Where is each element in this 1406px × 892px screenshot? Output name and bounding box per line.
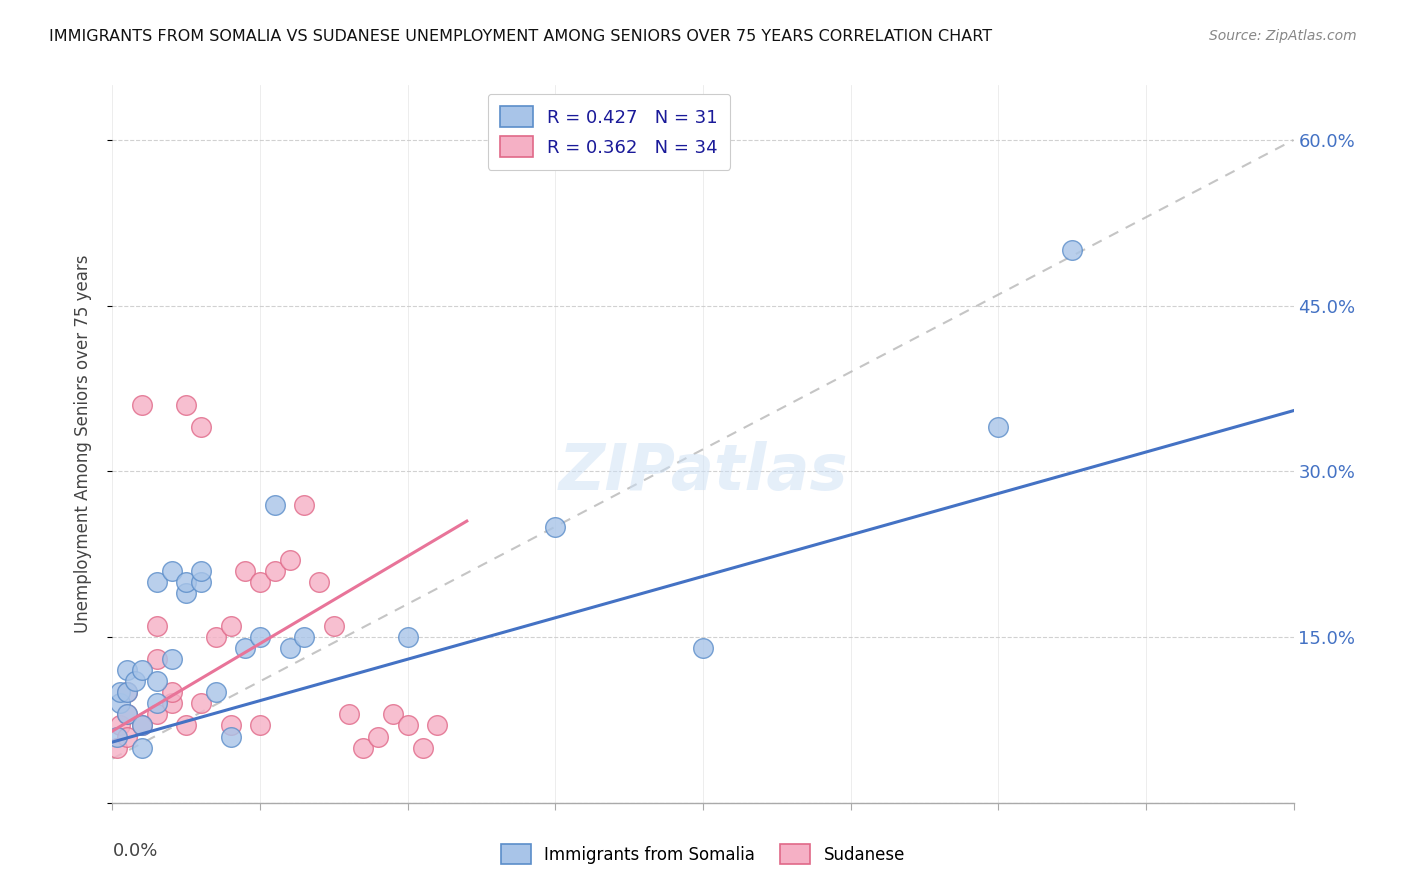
Point	[146, 707, 169, 722]
Text: IMMIGRANTS FROM SOMALIA VS SUDANESE UNEMPLOYMENT AMONG SENIORS OVER 75 YEARS COR: IMMIGRANTS FROM SOMALIA VS SUDANESE UNEM…	[49, 29, 993, 44]
Y-axis label: Unemployment Among Seniors over 75 years: Unemployment Among Seniors over 75 years	[73, 254, 91, 633]
Point	[323, 619, 346, 633]
Point	[382, 707, 405, 722]
Point	[105, 740, 128, 755]
Point	[160, 652, 183, 666]
Point	[264, 498, 287, 512]
Point	[146, 574, 169, 589]
Point	[108, 697, 131, 711]
Point	[131, 398, 153, 412]
Point	[174, 586, 197, 600]
Point	[337, 707, 360, 722]
Point	[146, 652, 169, 666]
Point	[117, 685, 138, 699]
Point	[544, 519, 567, 533]
Text: 0.0%: 0.0%	[112, 842, 157, 860]
Point	[987, 420, 1010, 434]
Point	[249, 574, 271, 589]
Point	[174, 398, 197, 412]
Point	[233, 641, 256, 656]
Point	[174, 718, 197, 732]
Point	[692, 641, 714, 656]
Point	[308, 574, 330, 589]
Point	[160, 697, 183, 711]
Point	[219, 718, 242, 732]
Point	[396, 630, 419, 644]
Legend: R = 0.427   N = 31, R = 0.362   N = 34: R = 0.427 N = 31, R = 0.362 N = 34	[488, 94, 731, 169]
Text: ZIPatlas: ZIPatlas	[558, 442, 848, 503]
Point	[117, 730, 138, 744]
Point	[117, 663, 138, 677]
Point	[105, 730, 128, 744]
Point	[146, 619, 169, 633]
Point	[131, 740, 153, 755]
Point	[1062, 244, 1084, 258]
Point	[131, 718, 153, 732]
Point	[117, 707, 138, 722]
Point	[108, 685, 131, 699]
Text: Source: ZipAtlas.com: Source: ZipAtlas.com	[1209, 29, 1357, 43]
Point	[412, 740, 434, 755]
Point	[367, 730, 389, 744]
Point	[190, 697, 212, 711]
Point	[131, 663, 153, 677]
Point	[117, 685, 138, 699]
Point	[396, 718, 419, 732]
Point	[205, 685, 228, 699]
Point	[264, 564, 287, 578]
Point	[352, 740, 374, 755]
Point	[124, 674, 146, 689]
Point	[160, 564, 183, 578]
Point	[117, 707, 138, 722]
Point	[292, 630, 315, 644]
Point	[190, 574, 212, 589]
Point	[249, 630, 271, 644]
Point	[249, 718, 271, 732]
Point	[219, 619, 242, 633]
Point	[190, 564, 212, 578]
Point	[292, 498, 315, 512]
Point	[233, 564, 256, 578]
Point	[278, 641, 301, 656]
Point	[146, 674, 169, 689]
Point	[174, 574, 197, 589]
Point	[160, 685, 183, 699]
Point	[219, 730, 242, 744]
Point	[131, 718, 153, 732]
Point	[278, 553, 301, 567]
Point	[190, 420, 212, 434]
Point	[108, 718, 131, 732]
Point	[205, 630, 228, 644]
Point	[146, 697, 169, 711]
Point	[426, 718, 449, 732]
Legend: Immigrants from Somalia, Sudanese: Immigrants from Somalia, Sudanese	[495, 838, 911, 871]
